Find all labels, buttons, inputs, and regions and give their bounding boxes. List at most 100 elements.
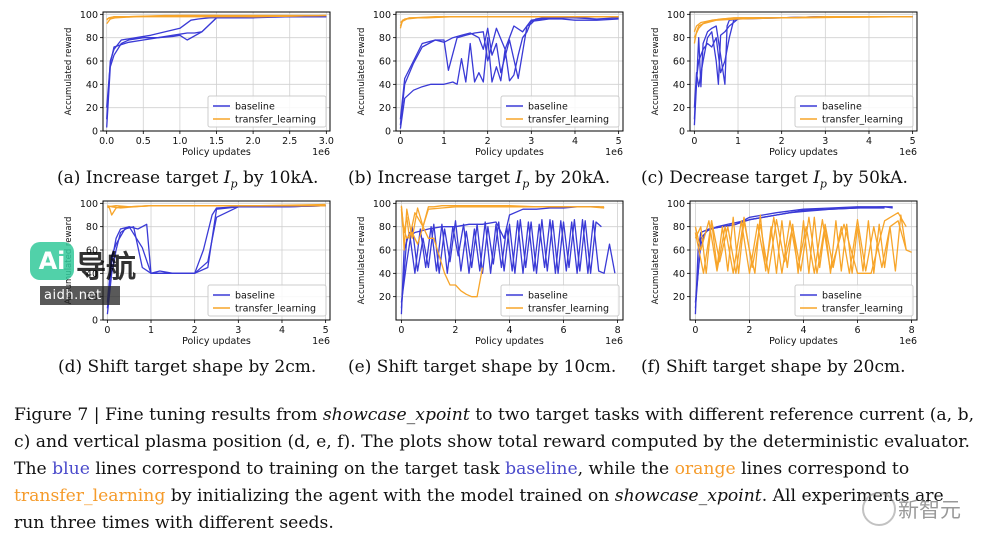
wechat-icon [862, 492, 896, 526]
chart-panel-b: 0 1 2 3 4 5 0 20 40 60 80 100 Policy updates 1e6 Accum… [348, 4, 648, 169]
chart-a: 0.0 0.5 1.0 1.5 2.0 2.5 3.0 0 20 40 60 80 100 Policy … [64, 10, 334, 158]
y-tick-label: 20 [673, 103, 685, 114]
series-line-transfer_learning [106, 14, 327, 20]
watermark-ai-badge: Ai [30, 242, 74, 280]
legend-label-baseline: baseline [822, 102, 862, 113]
y-tick-label: 0 [679, 127, 685, 138]
x-tick-label: 5 [616, 136, 622, 147]
x-multiplier-label: 1e6 [899, 147, 917, 158]
caption-a: (a) Increase target Ip by 10kA. [57, 168, 319, 191]
x-tick-label: 1 [735, 136, 741, 147]
legend-label-baseline: baseline [235, 102, 275, 113]
plot-frame [689, 11, 918, 132]
x-tick-label: 0 [104, 325, 110, 336]
y-tick-label: 40 [86, 80, 98, 91]
x-tick-label: 4 [572, 136, 578, 147]
plot-frame [102, 200, 331, 321]
series-line-baseline [106, 205, 326, 309]
series-line-transfer_learning [400, 206, 605, 239]
y-tick-label: 60 [673, 246, 685, 257]
x-axis-label: Policy updates [769, 147, 838, 158]
legend-label-transfer_learning: transfer_learning [822, 115, 903, 126]
x-tick-label: 0 [692, 325, 698, 336]
x-tick-label: 6 [561, 325, 567, 336]
y-tick-label: 100 [667, 10, 685, 21]
y-axis-label: Accumulated reward [651, 28, 661, 116]
caption-blue-word: blue [52, 459, 90, 479]
y-tick-label: 60 [86, 246, 98, 257]
caption-b: (b) Increase target Ip by 20kA. [348, 168, 611, 191]
x-tick-label: 3 [528, 136, 534, 147]
chart-panel-a: 0.0 0.5 1.0 1.5 2.0 2.5 3.0 0 20 40 60 80 100 Policy … [55, 4, 355, 169]
x-multiplier-label: 1e6 [312, 336, 330, 347]
x-multiplier-label: 1e6 [899, 336, 917, 347]
y-axis-label: Accumulated reward [651, 217, 661, 305]
y-tick-label: 80 [379, 33, 391, 44]
legend-label-transfer_learning: transfer_learning [528, 115, 609, 126]
x-tick-label: 2 [746, 325, 752, 336]
chart-e: 0 2 4 6 8 20 40 60 80 100 Policy updates 1e6 Accumul… [357, 199, 624, 347]
x-tick-label: 0.0 [99, 136, 114, 147]
y-axis-label: Accumulated reward [357, 217, 367, 305]
y-tick-label: 40 [86, 269, 98, 280]
chart-f: 0 2 4 6 8 20 40 60 80 100 Policy updates 1e6 Accumul… [651, 199, 918, 347]
x-tick-label: 8 [615, 325, 621, 336]
x-tick-label: 5 [910, 136, 916, 147]
x-tick-label: 1 [441, 136, 447, 147]
x-tick-label: 2 [452, 325, 458, 336]
y-tick-label: 60 [673, 57, 685, 68]
y-tick-label: 100 [373, 10, 391, 21]
legend-label-transfer_learning: transfer_learning [235, 115, 316, 126]
series-line-transfer_learning [694, 216, 907, 274]
x-tick-label: 2 [192, 325, 198, 336]
chart-c: 0 1 2 3 4 5 0 20 40 60 80 100 Policy updates 1e6 Accum… [651, 10, 918, 158]
series-line-baseline [399, 18, 619, 129]
caption-orange-word: orange [674, 459, 736, 479]
legend-label-baseline: baseline [235, 291, 275, 302]
chart-b: 0 1 2 3 4 5 0 20 40 60 80 100 Policy updates 1e6 Accum… [357, 10, 624, 158]
x-multiplier-label: 1e6 [605, 147, 623, 158]
y-axis-label: Accumulated reward [357, 28, 367, 116]
chart-panel-f: 0 2 4 6 8 20 40 60 80 100 Policy updates 1e6 Accumul… [642, 193, 942, 358]
series-line-transfer_learning [107, 203, 326, 208]
x-axis-label: Policy updates [475, 336, 544, 347]
x-axis-label: Policy updates [769, 336, 838, 347]
y-tick-label: 80 [379, 222, 391, 233]
y-axis-label: Accumulated reward [64, 28, 74, 116]
legend-box [794, 284, 914, 317]
x-tick-label: 2.0 [246, 136, 261, 147]
x-tick-label: 2.5 [282, 136, 297, 147]
x-tick-label: 1 [148, 325, 154, 336]
watermark-ai-url: aidh.net [40, 286, 120, 305]
y-tick-label: 80 [673, 222, 685, 233]
caption-e: (e) Shift target shape by 10cm. [348, 357, 617, 377]
legend-label-transfer_learning: transfer_learning [528, 304, 609, 315]
series-line-baseline [106, 205, 326, 303]
y-tick-label: 20 [673, 292, 685, 303]
legend-label-baseline: baseline [822, 291, 862, 302]
y-tick-label: 0 [92, 127, 98, 138]
x-tick-label: 4 [279, 325, 285, 336]
x-tick-label: 2 [485, 136, 491, 147]
x-tick-label: 4 [866, 136, 872, 147]
watermark-xinzhiyuan-text: 新智元 [898, 498, 961, 522]
x-tick-label: 1.0 [172, 136, 187, 147]
x-tick-label: 5 [323, 325, 329, 336]
y-tick-label: 100 [80, 10, 98, 21]
caption-f: (f) Shift target shape by 20cm. [641, 357, 906, 377]
y-tick-label: 20 [379, 103, 391, 114]
legend-label-baseline: baseline [528, 102, 568, 113]
y-tick-label: 80 [86, 33, 98, 44]
legend-box [207, 284, 327, 317]
x-tick-label: 4 [506, 325, 512, 336]
series-line-baseline [694, 206, 893, 315]
watermark-ai-text: 导航 [76, 250, 136, 285]
x-multiplier-label: 1e6 [312, 147, 330, 158]
legend-label-baseline: baseline [528, 291, 568, 302]
y-tick-label: 20 [86, 103, 98, 114]
x-tick-label: 1.5 [209, 136, 224, 147]
y-tick-label: 40 [673, 80, 685, 91]
y-tick-label: 100 [373, 199, 391, 210]
y-tick-label: 60 [86, 57, 98, 68]
legend-box [207, 95, 327, 128]
